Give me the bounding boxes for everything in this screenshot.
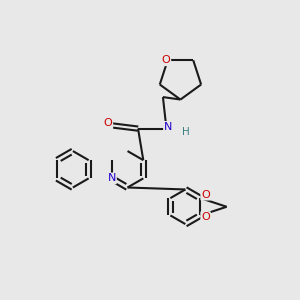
Text: O: O — [201, 212, 210, 222]
Text: N: N — [108, 173, 116, 183]
Text: N: N — [164, 122, 172, 132]
Text: H: H — [182, 127, 190, 137]
Text: O: O — [103, 118, 112, 128]
Text: O: O — [162, 55, 170, 65]
Text: O: O — [201, 190, 210, 200]
